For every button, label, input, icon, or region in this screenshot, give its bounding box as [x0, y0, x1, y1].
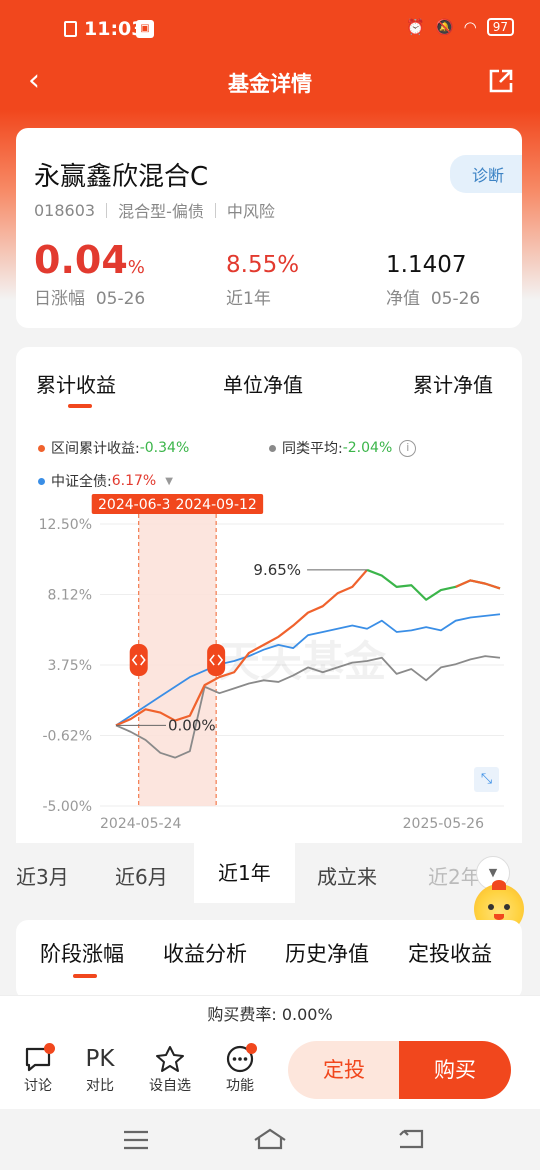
y-tick-label: -0.62% — [42, 729, 92, 745]
tab-cumulative-nav[interactable]: 累计净值 — [413, 373, 493, 397]
legend-peer: 同类平均: -2.04% i — [269, 438, 417, 458]
nav-label: 净值 05-26 — [386, 289, 481, 309]
back-nav-icon[interactable] — [396, 1127, 426, 1151]
highlight-range — [138, 514, 217, 806]
wifi-icon: ◠ — [463, 18, 477, 36]
range-end-label-bg — [169, 494, 264, 514]
tab-underline — [68, 404, 92, 408]
status-bar: 11:03 ▣ ⏰ 🔕 ◠ 97 — [0, 0, 540, 60]
y-tick-label: 12.50% — [39, 517, 92, 533]
star-icon — [156, 1046, 184, 1072]
tab-cumulative-return[interactable]: 累计收益 — [36, 373, 116, 397]
period-selector: 近3月 近6月 近1年 成立来 近2年 ▼ — [0, 843, 540, 903]
diagnose-button[interactable]: 诊断 — [449, 155, 522, 193]
nav-value: 1.1407 — [386, 252, 467, 278]
expand-icon[interactable]: ⤡ — [474, 767, 499, 792]
pk-icon: PK — [85, 1046, 115, 1072]
tab-return-analysis[interactable]: 收益分析 — [163, 942, 247, 966]
nav-bar: ‹ 基金详情 — [0, 60, 540, 104]
app-notification-icon: ▣ — [136, 20, 154, 38]
legend-fund: 区间累计收益: -0.34% — [38, 438, 189, 458]
bottom-action-bar: 讨论 PK 对比 设自选 功能 定投 购买 — [0, 1035, 540, 1109]
range-start-handle[interactable] — [129, 644, 148, 676]
home-icon[interactable] — [253, 1127, 287, 1151]
fund-meta: 018603 混合型-偏债 中风险 — [34, 198, 275, 222]
fund-risk: 中风险 — [226, 202, 275, 221]
tab-sip-return[interactable]: 定投收益 — [408, 942, 492, 966]
features-button[interactable]: 功能 — [215, 1043, 265, 1095]
compare-button[interactable]: PK 对比 — [75, 1043, 125, 1095]
fund-name: 永赢鑫欣混合C — [34, 162, 209, 192]
period-2y[interactable]: 近2年 — [428, 865, 481, 889]
daily-change-label: 日涨幅 05-26 — [34, 289, 146, 309]
chart-card: 累计收益 单位净值 累计净值 区间累计收益: -0.34% 同类平均: -2.04%… — [16, 347, 522, 903]
x-tick-label-start: 2024-05-24 — [100, 816, 181, 832]
series-line-fund — [115, 569, 368, 727]
series-line-benchmark — [115, 613, 501, 727]
daily-change: 0.04% — [34, 238, 145, 282]
range-end-label: 2024-09-12 — [175, 497, 256, 513]
range-start-label-bg — [91, 494, 186, 514]
system-nav-bar — [0, 1109, 540, 1170]
zero-annotation: 0.00% — [168, 716, 216, 734]
period-6m[interactable]: 近6月 — [115, 865, 168, 889]
add-favorite-button[interactable]: 设自选 — [145, 1043, 195, 1095]
sim-icon — [64, 21, 77, 37]
sip-button[interactable]: 定投 — [288, 1041, 400, 1099]
year-return: 8.55% — [226, 252, 300, 278]
fund-code: 018603 — [34, 200, 96, 220]
y-tick-label: 8.12% — [48, 588, 92, 604]
alarm-icon: ⏰ — [406, 18, 425, 36]
status-time: 11:03 — [84, 18, 145, 40]
page-title: 基金详情 — [228, 72, 312, 96]
y-tick-label: -5.00% — [42, 799, 92, 815]
period-3m[interactable]: 近3月 — [16, 865, 69, 889]
return-chart[interactable]: 天天基金 9.65%0.00% 12.50%8.12%3.75%-0.62%-5… — [16, 494, 522, 834]
series-line-fund-drawdown — [366, 568, 501, 601]
chart-tabs: 累计收益 单位净值 累计净值 — [16, 369, 522, 399]
range-end-handle[interactable] — [207, 644, 226, 676]
tab-unit-nav[interactable]: 单位净值 — [223, 373, 303, 397]
fund-info-card: 永赢鑫欣混合C 诊断 018603 混合型-偏债 中风险 0.04% 日涨幅 0… — [16, 128, 522, 328]
menu-icon[interactable] — [122, 1129, 150, 1151]
battery-indicator: 97 — [486, 18, 514, 36]
buy-button[interactable]: 购买 — [399, 1041, 511, 1099]
info-icon[interactable]: i — [399, 439, 417, 457]
share-icon[interactable] — [488, 68, 514, 94]
peak-annotation: 9.65% — [253, 561, 301, 579]
range-start-label: 2024-06-30 — [98, 497, 179, 513]
series-line-fund-recovery — [455, 579, 501, 590]
x-tick-label-end: 2025-05-26 — [403, 816, 484, 832]
section-tab-underline — [73, 974, 97, 978]
series-line-peer — [115, 655, 501, 759]
tab-history-nav[interactable]: 历史净值 — [285, 942, 369, 966]
dropdown-icon: ▼ — [165, 475, 173, 487]
more-icon — [226, 1045, 254, 1073]
tab-stage-gain[interactable]: 阶段涨幅 — [40, 942, 124, 966]
mute-icon: 🔕 — [434, 18, 454, 36]
legend-benchmark[interactable]: 中证全债: 6.17% ▼ — [38, 471, 173, 491]
period-since-inception[interactable]: 成立来 — [317, 865, 377, 889]
back-arrow-icon[interactable]: ‹ — [28, 63, 40, 98]
discuss-button[interactable]: 讨论 — [13, 1043, 63, 1095]
fund-type: 混合型-偏债 — [118, 202, 204, 221]
purchase-fee: 购买费率: 0.00% — [0, 995, 540, 1035]
period-1y[interactable]: 近1年 — [194, 843, 295, 903]
y-tick-label: 3.75% — [48, 658, 92, 674]
section-tabs: 阶段涨幅 收益分析 历史净值 定投收益 — [16, 920, 522, 1000]
year-return-label: 近1年 — [226, 289, 271, 309]
